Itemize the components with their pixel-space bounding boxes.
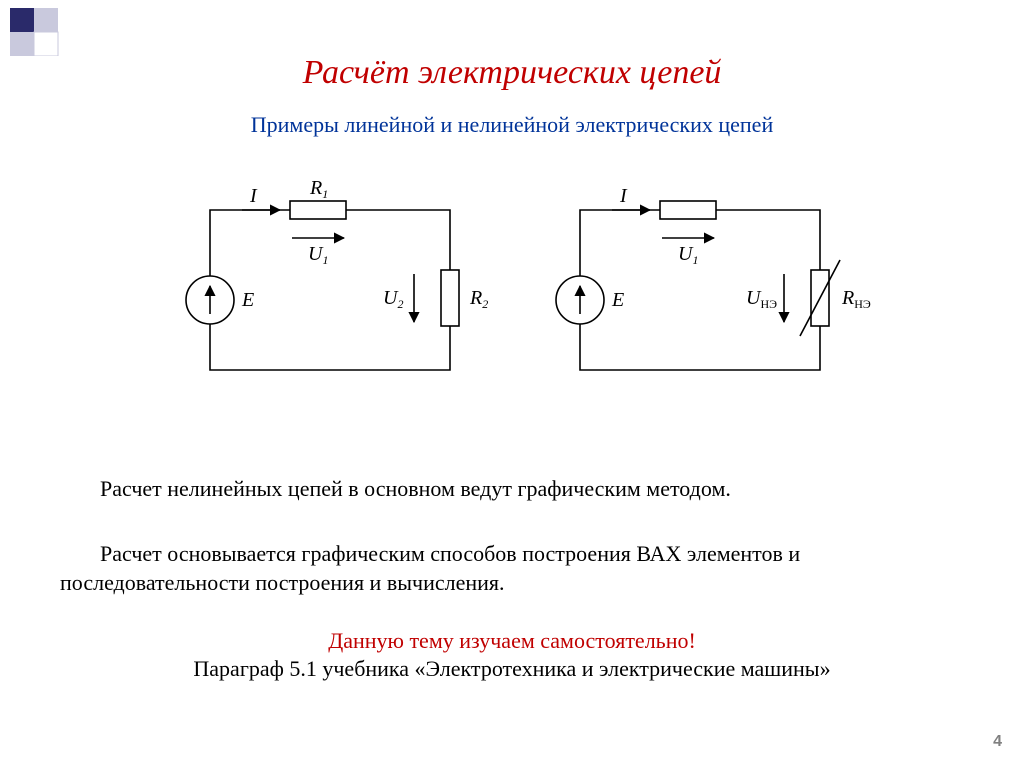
label-I: I [249, 185, 258, 207]
page-subtitle: Примеры линейной и нелинейной электричес… [0, 112, 1024, 138]
label-R1: R1 [309, 177, 328, 201]
label-I-r: I [619, 185, 628, 207]
circuit-diagrams: I R1 U1 E U2 R2 [0, 160, 1024, 420]
label-U2-r: UНЭ [746, 287, 777, 311]
page-number: 4 [993, 733, 1002, 751]
label-R2: R2 [469, 287, 488, 311]
textbook-reference: Параграф 5.1 учебника «Электротехника и … [0, 656, 1024, 682]
self-study-note: Данную тему изучаем самостоятельно! [0, 628, 1024, 654]
label-U2: U2 [383, 287, 403, 311]
circuit-right: I U1 E UНЭ RНЭ [556, 185, 871, 370]
label-U1: U1 [308, 243, 328, 267]
label-E-r: E [611, 289, 624, 311]
slide-page: Расчёт электрических цепей Примеры линей… [0, 0, 1024, 767]
label-R2-r: RНЭ [841, 287, 871, 311]
label-U1-r: U1 [678, 243, 698, 267]
page-title: Расчёт электрических цепей [0, 54, 1024, 92]
description-1: Расчет нелинейных цепей в основном ведут… [60, 476, 984, 502]
label-E: E [241, 289, 254, 311]
corner-decoration-icon [10, 8, 78, 56]
circuit-left: I R1 U1 E U2 R2 [186, 177, 488, 370]
description-2: Расчет основывается графическим способов… [60, 540, 984, 597]
